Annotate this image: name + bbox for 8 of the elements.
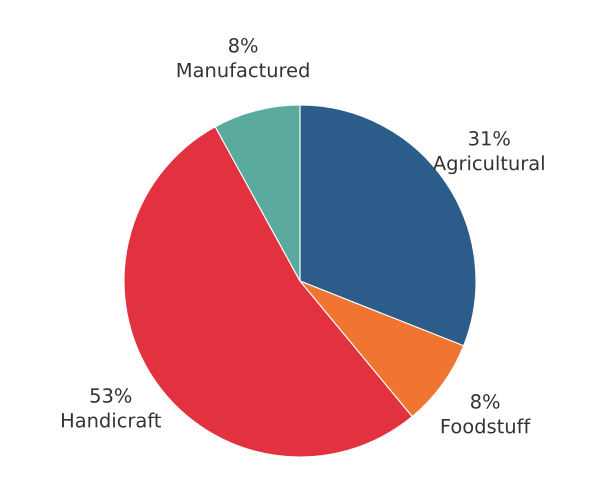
data-label: 8% [471,394,500,409]
slice-label: Manufactured [178,62,309,78]
slice-label: Foodstuff [442,418,531,434]
data-label: 53% [90,388,132,403]
data-label: 31% [469,130,510,146]
data-label: 8% [228,38,258,53]
slice-label: Agricultural [433,155,544,174]
slice-label: Handicraft [62,412,161,428]
